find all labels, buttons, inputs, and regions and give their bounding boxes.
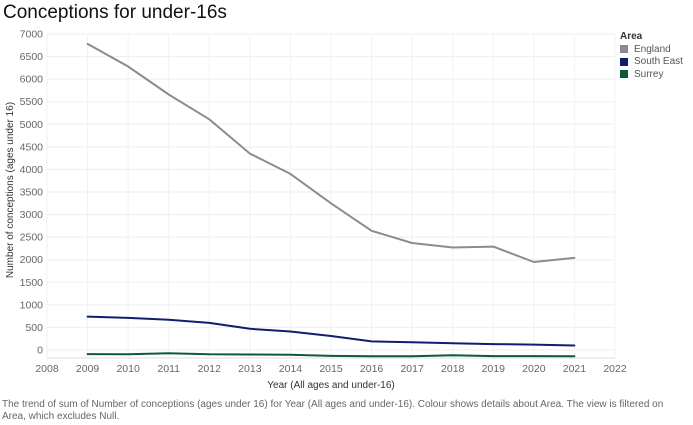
x-tick-label: 2019	[482, 363, 506, 375]
legend-swatch	[620, 45, 628, 54]
x-tick-label: 2008	[35, 363, 59, 375]
y-axis: 0 500 1000 1500 2000 2500 3000 3500 4000 4500 5000…	[20, 29, 44, 357]
x-tick-label: 2018	[441, 363, 465, 375]
y-tick-label: 6500	[20, 51, 44, 63]
legend: Area England South East Surrey	[620, 31, 683, 81]
legend-item[interactable]: Surrey	[620, 68, 683, 81]
legend-label: South East	[634, 56, 683, 68]
y-tick-label: 4000	[20, 164, 44, 176]
legend-item[interactable]: England	[620, 43, 683, 56]
chart-caption: The trend of sum of Number of conception…	[2, 399, 664, 422]
y-tick-label: 1500	[20, 277, 44, 289]
x-tick-label: 2017	[400, 363, 424, 375]
y-tick-label: 2000	[20, 254, 44, 266]
x-tick-label: 2022	[603, 363, 627, 375]
y-tick-label: 5500	[20, 96, 44, 108]
legend-item[interactable]: South East	[620, 56, 683, 69]
x-tick-label: 2014	[279, 363, 303, 375]
chart-title: Conceptions for under-16s	[3, 2, 227, 23]
legend-label: Surrey	[634, 68, 664, 80]
y-axis-label: Number of conceptions (ages under 16)	[5, 102, 16, 278]
x-tick-label: 2012	[198, 363, 222, 375]
x-axis-label: Year (All ages and under-16)	[267, 380, 395, 391]
y-tick-label: 3500	[20, 187, 44, 199]
legend-label: England	[634, 43, 671, 55]
x-tick-label: 2009	[76, 363, 100, 375]
y-tick-label: 2500	[20, 232, 44, 244]
y-tick-label: 4500	[20, 141, 44, 153]
gridlines	[46, 33, 616, 358]
y-tick-label: 3000	[20, 209, 44, 221]
x-tick-label: 2013	[238, 363, 262, 375]
x-tick-label: 2010	[116, 363, 140, 375]
series-line-surrey[interactable]	[86, 352, 576, 358]
y-tick-label: 5000	[20, 119, 44, 131]
series-line-england[interactable]	[86, 42, 576, 263]
series-line-south-east[interactable]	[86, 315, 576, 347]
x-tick-label: 2020	[522, 363, 546, 375]
x-tick-label: 2016	[360, 363, 384, 375]
legend-swatch	[620, 70, 628, 79]
x-axis: 2008 2009 2010 2011 2012 2013 2014 2015 2016 2017…	[35, 357, 627, 375]
x-tick-label: 2011	[157, 363, 180, 375]
x-tick-label: 2015	[319, 363, 343, 375]
y-tick-label: 7000	[20, 29, 44, 41]
y-tick-label: 6000	[20, 74, 44, 86]
legend-title: Area	[620, 31, 643, 42]
y-tick-label: 500	[25, 322, 43, 334]
legend-swatch	[620, 57, 628, 66]
x-tick-label: 2021	[563, 363, 587, 375]
series-lines	[86, 42, 576, 358]
y-tick-label: 1000	[20, 299, 44, 311]
y-tick-label: 0	[37, 345, 43, 357]
